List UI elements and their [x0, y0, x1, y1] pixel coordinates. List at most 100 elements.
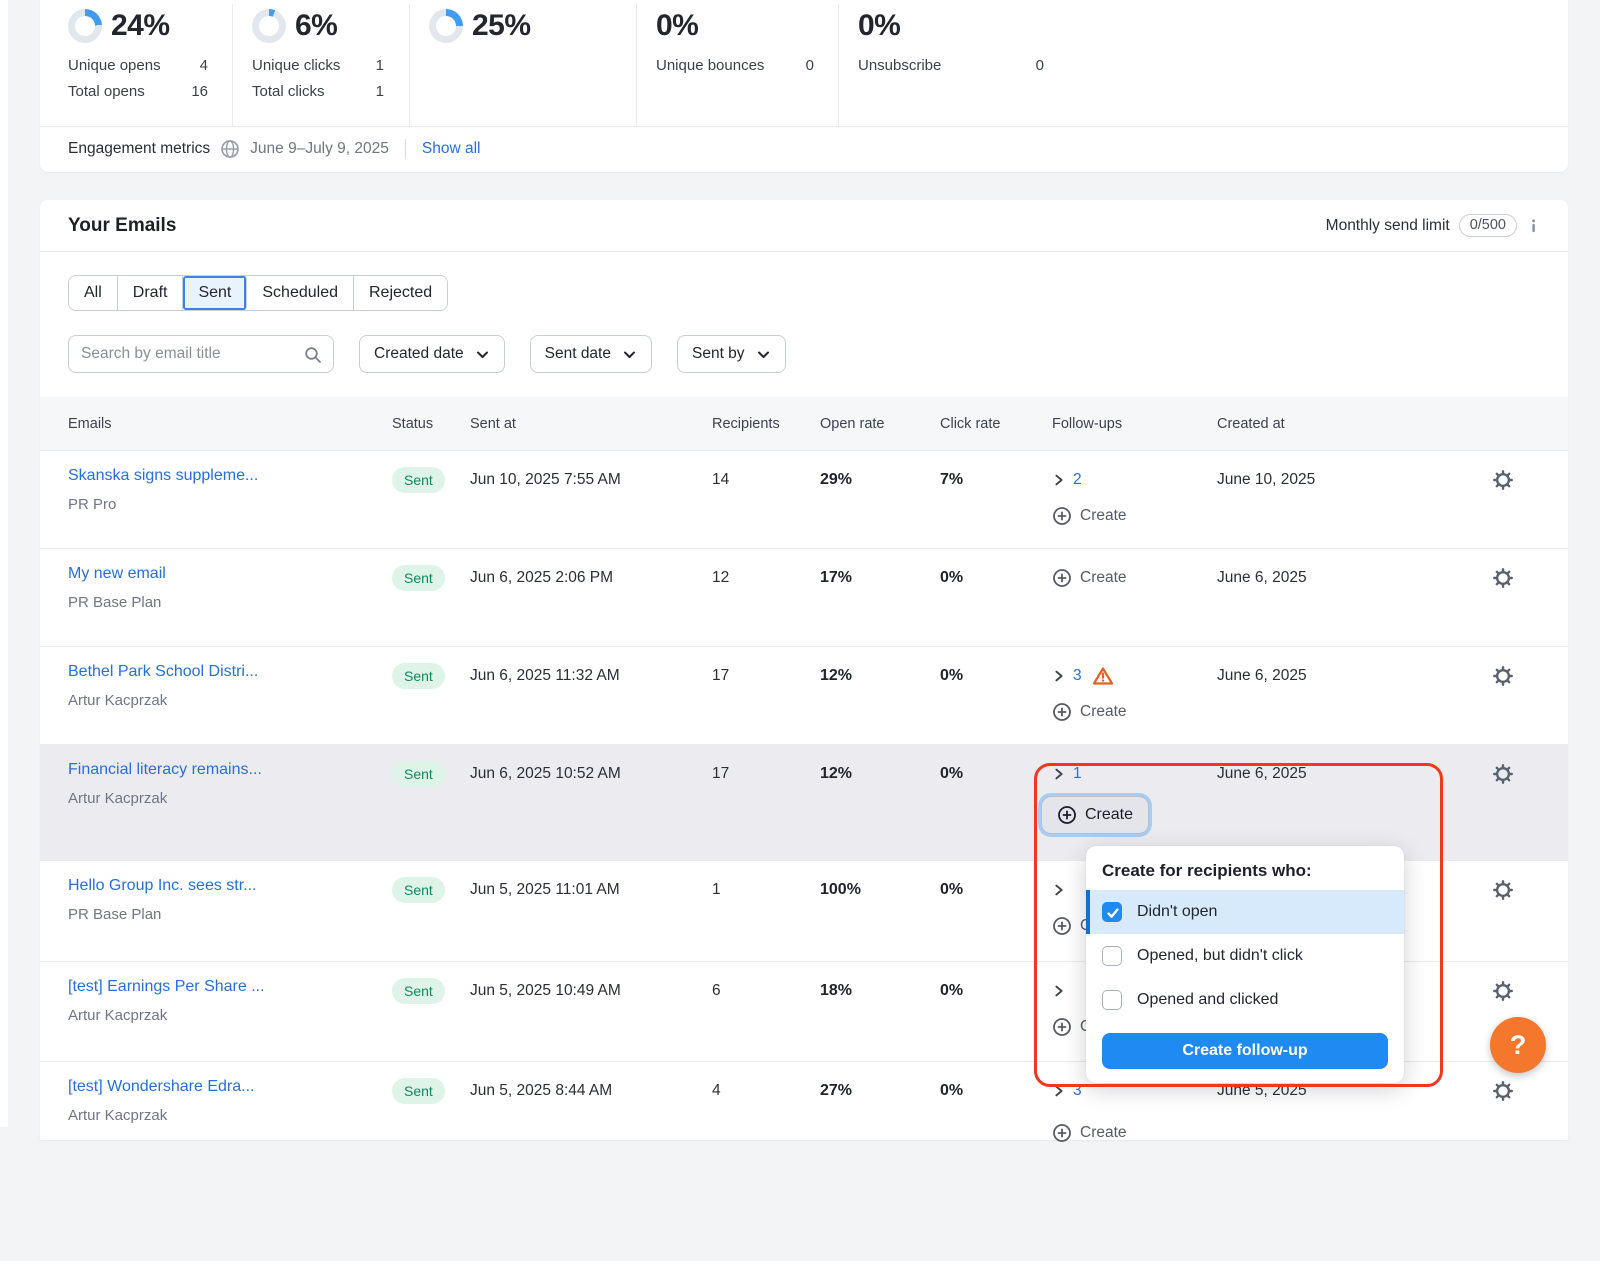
email-title-link[interactable]: [test] Wondershare Edra... [68, 1078, 392, 1096]
metric-label: Unique opens [68, 57, 161, 74]
metric-reply-rate: 25% [410, 4, 637, 126]
col-status: Status [392, 416, 470, 432]
option-opened-and-clicked[interactable]: Opened and clicked [1086, 978, 1404, 1022]
option-didnt-open[interactable]: Didn't open [1086, 890, 1404, 934]
recipients: 17 [712, 663, 820, 689]
email-title-link[interactable]: Bethel Park School Distri... [68, 663, 392, 681]
sent-by-filter[interactable]: Sent by [677, 335, 786, 373]
email-sender: Artur Kacprzak [68, 790, 392, 807]
tab-scheduled[interactable]: Scheduled [247, 276, 354, 310]
create-followup-link[interactable]: Create [1052, 702, 1217, 722]
created-at: June 10, 2025 [1217, 467, 1470, 493]
settings-gear-icon[interactable] [1492, 879, 1514, 901]
email-title-link[interactable]: [test] Earnings Per Share ... [68, 978, 392, 996]
create-label: Create [1080, 703, 1127, 721]
created-date-label: Created date [374, 345, 464, 363]
table-row: Bethel Park School Distri... Artur Kacpr… [40, 646, 1568, 744]
tab-rejected[interactable]: Rejected [354, 276, 447, 310]
email-title-link[interactable]: Financial literacy remains... [68, 761, 392, 779]
recipients: 4 [712, 1078, 820, 1104]
metric-label: Unsubscribe [858, 57, 941, 74]
option-label: Opened and clicked [1137, 991, 1278, 1009]
recipients: 12 [712, 565, 820, 591]
settings-gear-icon[interactable] [1492, 469, 1514, 491]
check-icon [1105, 905, 1119, 919]
create-label: Create [1080, 569, 1127, 587]
table-header: Emails Status Sent at Recipients Open ra… [40, 397, 1568, 450]
checkbox-checked-icon[interactable] [1102, 902, 1122, 922]
email-status-tabs: All Draft Sent Scheduled Rejected [68, 275, 448, 311]
created-date-filter[interactable]: Created date [359, 335, 505, 373]
click-rate: 0% [940, 565, 1052, 591]
email-title-link[interactable]: My new email [68, 565, 392, 583]
create-followup-link[interactable]: Create [1052, 506, 1217, 526]
sent-date-filter[interactable]: Sent date [530, 335, 652, 373]
email-sender: Artur Kacprzak [68, 1007, 392, 1024]
followups-count-link[interactable]: 1 [1073, 765, 1082, 783]
metric-percent: 6% [295, 9, 337, 43]
settings-gear-icon[interactable] [1492, 1080, 1514, 1102]
sent-at: Jun 10, 2025 7:55 AM [470, 467, 712, 493]
settings-gear-icon[interactable] [1492, 980, 1514, 1002]
sent-at: Jun 5, 2025 11:01 AM [470, 877, 712, 903]
checkbox-unchecked-icon[interactable] [1102, 946, 1122, 966]
search-input[interactable] [81, 345, 296, 363]
settings-gear-icon[interactable] [1492, 763, 1514, 785]
click-rate: 0% [940, 761, 1052, 787]
click-rate: 0% [940, 1078, 1052, 1104]
search-icon [304, 346, 321, 363]
table-row: My new email PR Base Plan Sent Jun 6, 20… [40, 548, 1568, 646]
circle-plus-icon [1052, 916, 1072, 936]
status-badge: Sent [392, 1078, 445, 1104]
sent-at: Jun 6, 2025 11:32 AM [470, 663, 712, 689]
option-opened-not-clicked[interactable]: Opened, but didn't click [1086, 934, 1404, 978]
create-followup-submit-button[interactable]: Create follow-up [1102, 1033, 1388, 1069]
metric-value: 1 [376, 83, 384, 100]
table-row: [test] Wondershare Edra... Artur Kacprza… [40, 1061, 1568, 1261]
followups-count-link[interactable]: 3 [1073, 667, 1082, 685]
chevron-right-icon[interactable] [1052, 983, 1066, 999]
chevron-right-icon[interactable] [1052, 766, 1066, 782]
info-icon[interactable] [1526, 218, 1542, 234]
recipients: 6 [712, 978, 820, 1004]
metric-label: Total opens [68, 83, 145, 100]
chevron-right-icon[interactable] [1052, 1083, 1066, 1099]
col-created-at: Created at [1217, 416, 1470, 432]
chevron-down-icon [755, 346, 771, 362]
donut-chart-25 [429, 9, 463, 43]
chevron-right-icon[interactable] [1052, 668, 1066, 684]
settings-gear-icon[interactable] [1492, 665, 1514, 687]
tab-all[interactable]: All [69, 276, 118, 310]
circle-plus-icon [1052, 1123, 1072, 1143]
circle-plus-icon [1057, 805, 1077, 825]
warning-icon[interactable] [1092, 665, 1114, 687]
chevron-right-icon[interactable] [1052, 472, 1066, 488]
create-followup-link[interactable]: Create [1052, 568, 1217, 588]
col-emails: Emails [68, 416, 392, 432]
click-rate: 0% [940, 978, 1052, 1004]
followups-count-link[interactable]: 3 [1073, 1082, 1082, 1100]
checkbox-unchecked-icon[interactable] [1102, 990, 1122, 1010]
create-followup-button-focused[interactable]: Create [1041, 796, 1149, 834]
open-rate: 29% [820, 467, 940, 493]
circle-plus-icon [1052, 1017, 1072, 1037]
date-range: June 9–July 9, 2025 [250, 140, 389, 158]
chevron-right-icon[interactable] [1052, 882, 1066, 898]
globe-icon [220, 139, 240, 159]
email-title-link[interactable]: Skanska signs suppleme... [68, 467, 392, 485]
circle-plus-icon [1052, 568, 1072, 588]
click-rate: 0% [940, 877, 1052, 903]
send-limit-label: Monthly send limit [1326, 217, 1450, 235]
show-all-link[interactable]: Show all [422, 140, 481, 158]
click-rate: 7% [940, 467, 1052, 493]
metric-value: 1 [376, 57, 384, 74]
open-rate: 100% [820, 877, 940, 903]
chevron-down-icon [474, 346, 490, 362]
settings-gear-icon[interactable] [1492, 567, 1514, 589]
help-button[interactable]: ? [1490, 1017, 1546, 1073]
create-followup-link[interactable]: Create [1052, 1123, 1217, 1143]
tab-sent[interactable]: Sent [183, 276, 247, 310]
tab-draft[interactable]: Draft [118, 276, 184, 310]
email-title-link[interactable]: Hello Group Inc. sees str... [68, 877, 392, 895]
followups-count-link[interactable]: 2 [1073, 471, 1082, 489]
